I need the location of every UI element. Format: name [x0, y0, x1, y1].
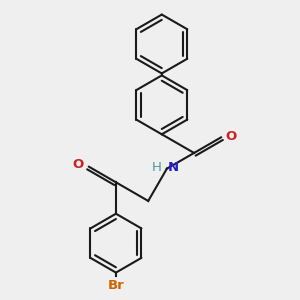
Text: N: N [168, 161, 179, 174]
Text: O: O [73, 158, 84, 171]
Text: Br: Br [108, 280, 124, 292]
Text: O: O [225, 130, 236, 143]
Text: H: H [152, 161, 162, 174]
